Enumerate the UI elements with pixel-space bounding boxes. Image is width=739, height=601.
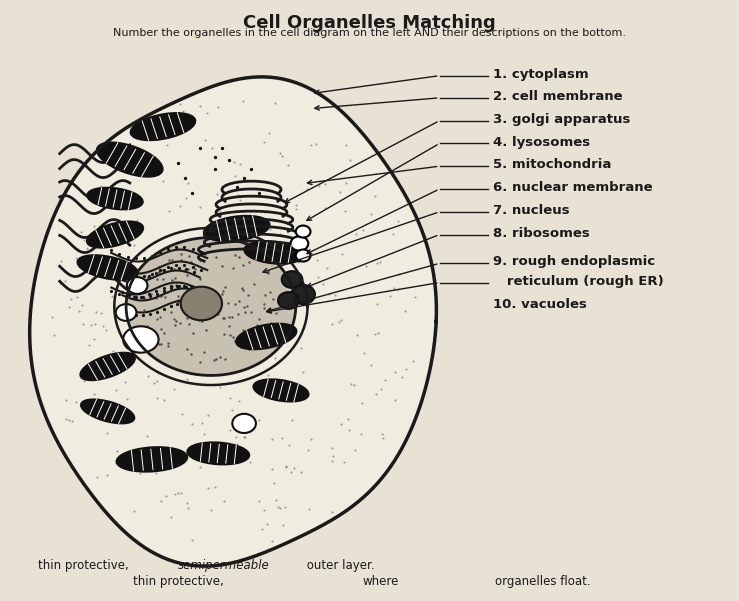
Text: organelles float.: organelles float. (495, 575, 590, 588)
Text: Cell Organelles Matching: Cell Organelles Matching (243, 14, 496, 32)
Text: 2. cell membrane: 2. cell membrane (494, 90, 623, 103)
Text: 1. cytoplasm: 1. cytoplasm (494, 68, 589, 81)
Ellipse shape (245, 242, 303, 264)
Polygon shape (126, 237, 296, 376)
Ellipse shape (204, 216, 270, 241)
Ellipse shape (290, 236, 308, 251)
Ellipse shape (116, 304, 137, 321)
Text: reticulum (rough ER): reticulum (rough ER) (494, 275, 664, 288)
Ellipse shape (232, 414, 256, 433)
Ellipse shape (123, 326, 159, 353)
Ellipse shape (131, 113, 195, 140)
Text: Number the organelles in the cell diagram on the left AND their descriptions on : Number the organelles in the cell diagra… (113, 28, 626, 38)
Text: thin protective,: thin protective, (134, 575, 224, 588)
Text: 10. vacuoles: 10. vacuoles (494, 297, 588, 311)
Ellipse shape (87, 188, 143, 209)
Text: 8. ribosomes: 8. ribosomes (494, 227, 590, 240)
Ellipse shape (278, 292, 299, 309)
Text: semipermeable: semipermeable (177, 559, 270, 572)
Text: 3. golgi apparatus: 3. golgi apparatus (494, 113, 631, 126)
Text: thin protective,: thin protective, (38, 559, 132, 572)
Ellipse shape (282, 271, 302, 288)
Ellipse shape (87, 222, 143, 248)
Ellipse shape (97, 142, 163, 177)
Ellipse shape (188, 442, 249, 465)
Ellipse shape (296, 249, 310, 261)
Ellipse shape (236, 324, 296, 349)
Ellipse shape (296, 225, 310, 237)
Text: where: where (362, 575, 398, 588)
Ellipse shape (81, 400, 134, 423)
Text: 7. nucleus: 7. nucleus (494, 204, 570, 217)
Text: 9. rough endoplasmic: 9. rough endoplasmic (494, 255, 655, 268)
Ellipse shape (78, 255, 137, 280)
Text: 4. lysosomes: 4. lysosomes (494, 136, 590, 148)
Ellipse shape (127, 277, 148, 294)
Ellipse shape (81, 353, 135, 380)
Ellipse shape (117, 447, 187, 472)
Ellipse shape (253, 379, 308, 401)
Text: 6. nuclear membrane: 6. nuclear membrane (494, 182, 653, 194)
Ellipse shape (291, 285, 315, 304)
Text: outer layer.: outer layer. (303, 559, 375, 572)
Polygon shape (180, 287, 222, 320)
Text: 5. mitochondria: 5. mitochondria (494, 159, 612, 171)
Polygon shape (30, 77, 437, 566)
